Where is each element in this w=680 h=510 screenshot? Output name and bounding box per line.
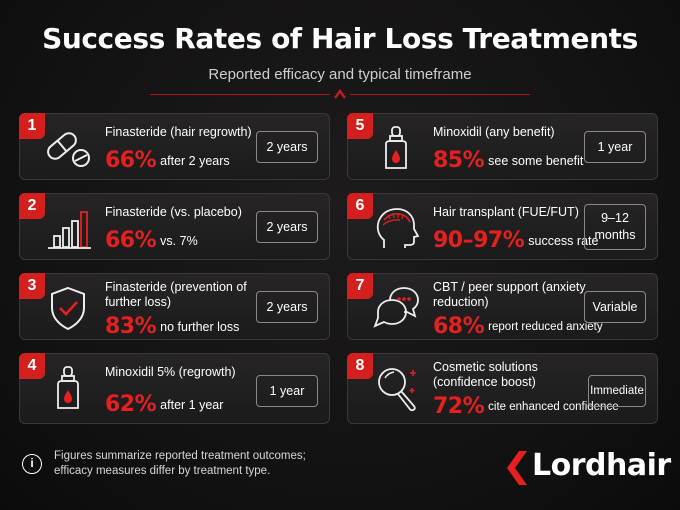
card-timeframe: 1 year [256, 375, 318, 407]
card-number-badge: 6 [347, 193, 373, 219]
treatment-card-7: 7 CBT / peer support (anxiety reduction)… [347, 273, 658, 340]
card-title: Cosmetic solutions (confidence boost) [433, 360, 538, 389]
bar-chart-icon [48, 211, 91, 249]
hand-mirror-icon [378, 368, 416, 412]
page-title: Success Rates of Hair Loss Treatments [42, 22, 638, 55]
card-stat: 66% after 2 years [105, 148, 230, 173]
card-percentage: 90–97% [433, 228, 525, 253]
card-number-badge: 7 [347, 273, 373, 299]
card-stat: 62% after 1 year [105, 392, 223, 417]
card-title: Finasteride (vs. placebo) [105, 205, 242, 219]
treatment-card-5: 5 Minoxidil (any benefit) 85% see some be… [347, 113, 658, 180]
card-timeframe: Immediate [588, 375, 646, 407]
card-stat: 85% see some benefit [433, 148, 583, 173]
card-percentage: 62% [105, 392, 157, 417]
card-description: no further loss [160, 319, 240, 334]
divider-right [350, 94, 530, 95]
page-subtitle: Reported efficacy and typical timeframe [208, 66, 472, 83]
treatment-card-4: 4 Minoxidil 5% (regrowth) 62% after 1 yea… [19, 353, 330, 424]
card-stat: 66% vs. 7% [105, 228, 198, 253]
divider-chevron-icon [334, 89, 346, 99]
card-description: vs. 7% [160, 233, 198, 248]
card-title: Finasteride (prevention of further loss) [105, 280, 247, 309]
dropper-bottle-icon [57, 366, 79, 409]
card-percentage: 85% [433, 148, 485, 173]
card-stat: 90–97% success rate [433, 228, 598, 253]
brand-logo: Lordhair [532, 448, 671, 483]
card-title: Minoxidil (any benefit) [433, 125, 555, 139]
card-stat: 72% cite enhanced confidence [433, 394, 619, 419]
card-stat: 83% no further loss [105, 314, 239, 339]
pills-icon [47, 132, 90, 167]
card-percentage: 68% [433, 314, 485, 339]
brand-logo-mark-icon [507, 451, 527, 485]
card-description: success rate [528, 233, 599, 248]
card-percentage: 66% [105, 148, 157, 173]
divider-left [150, 94, 330, 95]
card-number-badge: 1 [19, 113, 45, 139]
card-description: after 2 years [160, 153, 230, 168]
shield-check-icon [51, 286, 85, 331]
card-percentage: 66% [105, 228, 157, 253]
card-number-badge: 2 [19, 193, 45, 219]
info-icon: i [22, 454, 42, 474]
card-timeframe: 9–12 months [584, 204, 646, 250]
card-number-badge: 3 [19, 273, 45, 299]
card-number-badge: 5 [347, 113, 373, 139]
card-title: Minoxidil 5% (regrowth) [105, 365, 236, 379]
card-percentage: 72% [433, 394, 485, 419]
treatment-card-2: 2 Finasteride (vs. placebo) 66% vs. 7% 2 … [19, 193, 330, 260]
treatment-card-6: 6 Hair transplant (FUE/FUT) 90–97% succes… [347, 193, 658, 260]
head-profile-icon [376, 208, 420, 248]
card-title: Hair transplant (FUE/FUT) [433, 205, 579, 219]
card-number-badge: 4 [19, 353, 45, 379]
treatment-card-8: 8 Cosmetic solutions (confidence boost) … [347, 353, 658, 424]
footnote: Figures summarize reported treatment out… [54, 450, 306, 477]
card-description: after 1 year [160, 397, 224, 412]
dropper-bottle-icon [385, 126, 407, 169]
card-title: CBT / peer support (anxiety reduction) [433, 280, 586, 309]
card-stat: 68% report reduced anxiety [433, 314, 603, 339]
card-title: Finasteride (hair regrowth) [105, 125, 252, 139]
card-number-badge: 8 [347, 353, 373, 379]
card-timeframe: 2 years [256, 211, 318, 243]
chat-bubbles-icon [373, 287, 419, 328]
card-timeframe: Variable [584, 291, 646, 323]
card-description: see some benefit [488, 153, 584, 168]
treatment-card-3: 3 Finasteride (prevention of further los… [19, 273, 330, 340]
card-description: cite enhanced confidence [488, 400, 619, 413]
card-description: report reduced anxiety [488, 320, 603, 333]
treatment-card-1: 1 Finasteride (hair regrowth) 66% after 2… [19, 113, 330, 180]
card-timeframe: 2 years [256, 291, 318, 323]
card-percentage: 83% [105, 314, 157, 339]
card-timeframe: 1 year [584, 131, 646, 163]
card-timeframe: 2 years [256, 131, 318, 163]
